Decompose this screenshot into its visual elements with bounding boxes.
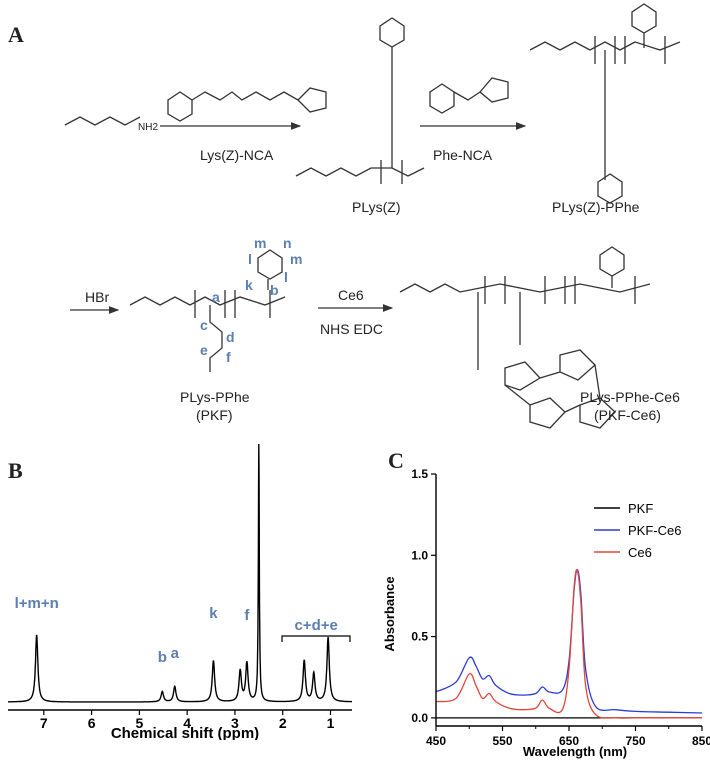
hexylamine-label: NH2	[138, 122, 158, 133]
plys-pphe-structure	[129, 249, 286, 372]
proton-label-m-left: m	[254, 235, 266, 251]
nmr-peak-annotation: a	[171, 645, 180, 662]
proton-label-f: f	[226, 349, 231, 365]
plys-z-structure	[295, 17, 425, 184]
x-tick-label: 550	[492, 734, 512, 748]
panel-b-label: B	[8, 458, 23, 483]
nmr-x-tick-label: 6	[88, 715, 96, 731]
y-axis-label: Absorbance	[382, 576, 397, 651]
nmr-peak-annotation: l+m+n	[15, 595, 59, 612]
proton-label-c: c	[200, 317, 208, 333]
nmr-peak-annotation: b	[158, 649, 167, 666]
plys-pphe-ce6-structure	[399, 246, 651, 429]
proton-label-e: e	[200, 342, 208, 358]
proton-label-b: b	[270, 282, 279, 298]
proton-label-n: n	[283, 235, 292, 251]
product-plys-pphe-ce6: PLys-PPhe-Ce6	[580, 389, 680, 405]
panel-a-label: A	[8, 22, 24, 47]
legend-label: PKF-Ce6	[628, 523, 681, 538]
reaction-scheme: NH2 Lys(Z)-NCA Phe-NCA PLys(Z) PLys(Z)-P…	[64, 3, 681, 429]
nmr-bracket	[281, 635, 351, 642]
x-tick-label: 850	[692, 734, 710, 748]
proton-label-a: a	[212, 289, 220, 305]
hexylamine-structure	[64, 116, 141, 126]
lys-z-nca-structure	[167, 87, 327, 122]
series-line-ce6	[435, 569, 702, 719]
nmr-x-tick-label: 4	[183, 715, 191, 731]
nmr-x-tick-label: 2	[279, 715, 287, 731]
reagent-nhs-edc: NHS EDC	[320, 321, 383, 337]
reagent-phe-nca: Phe-NCA	[433, 147, 493, 163]
nmr-x-tick-label: 5	[135, 715, 143, 731]
nmr-trace	[8, 443, 352, 703]
nmr-x-axis-label: Chemical shift (ppm)	[111, 725, 259, 740]
product-pkf: (PKF)	[196, 407, 233, 423]
series-line-pkf-ce6	[435, 569, 703, 714]
y-tick-label: 0.0	[411, 711, 428, 725]
reagent-hbr: HBr	[85, 289, 109, 305]
y-tick-label: 1.5	[411, 467, 428, 481]
plys-z-pphe-structure	[529, 3, 681, 204]
nmr-peak-annotation: c+d+e	[294, 617, 337, 634]
product-plys-pphe: PLys-PPhe	[180, 389, 250, 405]
x-tick-label: 750	[625, 734, 645, 748]
proton-label-k: k	[245, 277, 253, 293]
reagent-lys-z-nca: Lys(Z)-NCA	[200, 147, 274, 163]
proton-label-d: d	[226, 329, 235, 345]
y-tick-label: 0.5	[411, 630, 428, 644]
reagent-ce6: Ce6	[338, 287, 364, 303]
legend-label: Ce6	[628, 545, 652, 560]
proton-label-m-right: m	[290, 251, 302, 267]
product-plys-z-pphe: PLys(Z)-PPhe	[552, 199, 640, 215]
nmr-peak-annotation: f	[244, 607, 250, 624]
panel-c-label: C	[388, 448, 404, 473]
y-tick-label: 1.0	[411, 548, 428, 562]
proton-label-l-left: l	[248, 251, 252, 267]
nmr-peak-annotation: k	[209, 605, 218, 622]
x-tick-label: 650	[559, 734, 579, 748]
uv-vis-chart: 0.0 0.5 1.0 1.5 450 550 650 750 850 Absorbance W…	[382, 467, 710, 759]
x-tick-label: 450	[426, 734, 446, 748]
nmr-x-tick-label: 7	[40, 715, 48, 731]
x-axis-label: Wavelength (nm)	[523, 744, 627, 759]
phe-nca-structure	[429, 77, 509, 114]
nmr-x-tick-label: 1	[327, 715, 335, 731]
nmr-spectrum: l+m+n b a k f c+d+e 7 6 5 4 3 2 1 Chemical shift (p…	[8, 443, 352, 740]
nmr-x-tick-label: 3	[231, 715, 239, 731]
product-plys-z: PLys(Z)	[352, 199, 400, 215]
proton-label-l-right: l	[284, 269, 288, 285]
legend-label: PKF	[628, 501, 653, 516]
product-pkf-ce6: (PKF-Ce6)	[594, 407, 661, 423]
